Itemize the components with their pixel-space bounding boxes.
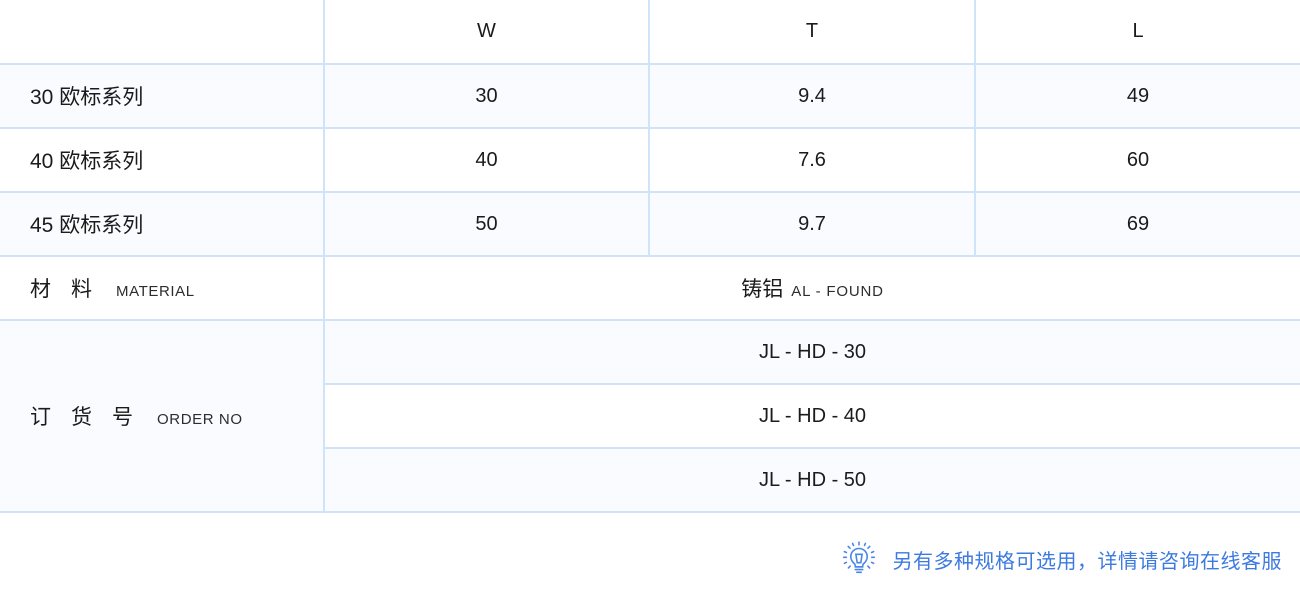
row-label-30: 30 欧标系列 — [0, 64, 325, 129]
row-1-value-l: 60 — [975, 128, 1300, 193]
order-no-value-3: JL - HD - 50 — [324, 448, 1300, 513]
order-no-label-en: ORDER NO — [157, 411, 243, 428]
row-label-40: 40 欧标系列 — [0, 128, 325, 193]
table-row: 45 欧标系列 50 9.7 69 — [0, 192, 1300, 257]
row-0-value-t: 9.4 — [649, 64, 976, 129]
header-cell-t: T — [649, 0, 976, 65]
material-label-en: MATERIAL — [116, 283, 195, 300]
footer-note: 另有多种规格可选用，详情请咨询在线客服 — [835, 535, 1283, 583]
material-value-cn: 铸铝 — [741, 278, 784, 301]
material-label-cn: 材料 — [30, 278, 112, 301]
row-2-value-t: 9.7 — [649, 192, 976, 257]
row-2-value-w: 50 — [324, 192, 650, 257]
order-no-row-2: JL - HD - 40 — [0, 384, 1300, 449]
order-no-value-2: JL - HD - 40 — [324, 384, 1300, 449]
row-1-value-t: 7.6 — [649, 128, 976, 193]
material-value-en: AL - FOUND — [791, 283, 884, 300]
order-no-label-cn: 订货号 — [30, 406, 153, 429]
row-2-value-l: 69 — [975, 192, 1300, 257]
table-header-row: W T L — [0, 0, 1300, 65]
material-label: 材料 MATERIAL — [0, 256, 325, 321]
row-0-value-l: 49 — [975, 64, 1300, 129]
order-no-row-3: JL - HD - 50 — [0, 448, 1300, 513]
row-1-value-w: 40 — [324, 128, 650, 193]
footer-note-text: 另有多种规格可选用，详情请咨询在线客服 — [892, 550, 1282, 573]
row-0-value-w: 30 — [324, 64, 650, 129]
header-cell-l: L — [975, 0, 1300, 65]
order-no-row-1: 订货号 ORDER NO JL - HD - 30 — [0, 320, 1300, 513]
lightbulb-icon — [835, 535, 883, 583]
table-row: 40 欧标系列 40 7.6 60 — [0, 128, 1300, 193]
order-no-label: 订货号 ORDER NO — [0, 320, 325, 513]
material-row: 材料 MATERIAL 铸铝 AL - FOUND — [0, 256, 1300, 321]
specification-table: W T L 30 欧标系列 30 9.4 49 40 欧标系列 40 7.6 6… — [0, 0, 1300, 513]
row-label-45: 45 欧标系列 — [0, 192, 325, 257]
header-cell-label — [0, 0, 325, 65]
table-row: 30 欧标系列 30 9.4 49 — [0, 64, 1300, 129]
material-value: 铸铝 AL - FOUND — [324, 256, 1300, 321]
header-cell-w: W — [324, 0, 650, 65]
order-no-value-1: JL - HD - 30 — [324, 320, 1300, 385]
